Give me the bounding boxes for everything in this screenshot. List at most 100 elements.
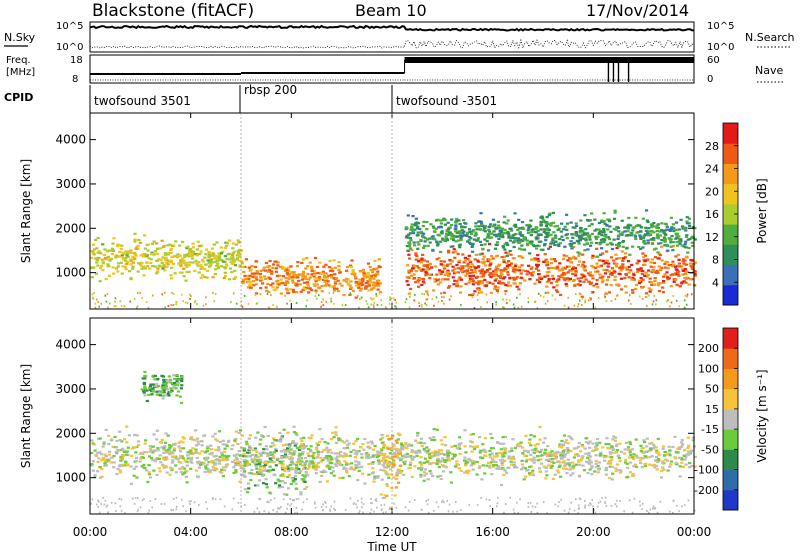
power-cell bbox=[463, 256, 467, 259]
power-cell bbox=[310, 269, 314, 273]
power-ground-cell bbox=[603, 294, 606, 297]
velocity-cell bbox=[404, 443, 408, 446]
power-cell bbox=[468, 259, 472, 262]
velocity-ground-cell bbox=[516, 501, 518, 504]
velocity-cell bbox=[221, 474, 226, 478]
power-cell bbox=[292, 290, 296, 294]
velocity-ground-cell bbox=[322, 509, 324, 512]
power-cell bbox=[316, 271, 320, 275]
power-cell bbox=[441, 264, 446, 267]
velocity-cell bbox=[375, 450, 380, 453]
power-cell bbox=[584, 237, 588, 240]
velocity-cell bbox=[554, 456, 559, 459]
power-ground-cell bbox=[427, 293, 429, 296]
velocity-cell bbox=[419, 456, 423, 459]
velocity-cell bbox=[387, 476, 391, 479]
velocity-cell bbox=[329, 456, 333, 459]
power-cell bbox=[488, 230, 492, 233]
velocity-cell bbox=[215, 439, 219, 442]
velocity-cell bbox=[490, 473, 494, 476]
velocity-cell bbox=[196, 475, 200, 479]
velocity-cell bbox=[295, 434, 299, 437]
velocity-cell bbox=[380, 441, 384, 444]
power-cell bbox=[414, 253, 418, 257]
velocity-cell bbox=[323, 457, 328, 460]
velocity-ground-cell bbox=[314, 501, 316, 504]
power-cell bbox=[604, 233, 608, 236]
power-cell bbox=[357, 286, 361, 289]
power-cell bbox=[616, 237, 620, 241]
power-cell bbox=[361, 280, 365, 283]
power-cell bbox=[545, 232, 549, 236]
power-cell bbox=[621, 263, 625, 266]
power-cell bbox=[459, 236, 463, 239]
velocity-cell bbox=[585, 460, 589, 463]
power-cell bbox=[551, 274, 555, 277]
velocity-cell bbox=[380, 459, 384, 463]
velocity-cell bbox=[528, 473, 532, 476]
velocity-cell bbox=[152, 469, 156, 472]
power-cell bbox=[435, 258, 439, 261]
velocity-cell bbox=[278, 431, 282, 435]
velocity-cell bbox=[594, 445, 598, 449]
power-cell bbox=[407, 245, 412, 248]
velocity-ground-cell bbox=[355, 503, 357, 506]
velocity-ground-cell bbox=[172, 497, 175, 500]
power-ground-cell bbox=[641, 297, 644, 300]
velocity-cell bbox=[513, 446, 518, 449]
power-cell bbox=[416, 281, 420, 284]
power-cell bbox=[228, 252, 232, 255]
power-cell bbox=[597, 221, 602, 225]
power-cell bbox=[604, 283, 609, 286]
power-cell bbox=[306, 272, 310, 276]
velocity-cell bbox=[456, 463, 460, 466]
power-cell bbox=[506, 270, 510, 274]
velocity-cell bbox=[604, 466, 609, 469]
power-cell bbox=[428, 276, 432, 280]
power-cell bbox=[621, 259, 625, 263]
power-cell bbox=[605, 224, 609, 227]
power-cell bbox=[632, 274, 636, 277]
power-cell bbox=[327, 274, 331, 277]
power-cell bbox=[663, 233, 668, 236]
power-cell bbox=[545, 235, 549, 239]
velocity-cell bbox=[587, 454, 591, 457]
velocity-cell bbox=[543, 451, 547, 455]
velocity-cell bbox=[294, 487, 298, 490]
power-cell bbox=[295, 276, 300, 279]
power-cell bbox=[168, 243, 172, 246]
power-cell bbox=[632, 278, 636, 281]
power-cell bbox=[376, 282, 380, 285]
velocity-ground-cell bbox=[273, 497, 276, 500]
power-cell bbox=[685, 220, 689, 223]
velocity-cell bbox=[211, 465, 215, 469]
velocity-cell bbox=[151, 390, 155, 393]
power-cell bbox=[688, 278, 693, 281]
power-cell bbox=[477, 283, 481, 286]
velocity-cell bbox=[297, 448, 302, 452]
power-cell bbox=[170, 261, 174, 264]
velocity-cell bbox=[162, 380, 166, 383]
velocity-ground-cell bbox=[100, 502, 102, 505]
velocity-cell bbox=[446, 455, 450, 459]
power-cell bbox=[507, 232, 511, 235]
velocity-cell bbox=[333, 452, 338, 455]
power-ground-cell bbox=[212, 291, 214, 294]
power-cell bbox=[564, 282, 568, 286]
velocity-ground-cell bbox=[495, 505, 498, 508]
power-cell bbox=[501, 236, 505, 239]
power-cell bbox=[448, 262, 453, 265]
power-cell bbox=[313, 284, 317, 287]
velocity-cell bbox=[538, 470, 542, 474]
velocity-cell bbox=[357, 463, 361, 466]
velocity-cell bbox=[446, 454, 450, 457]
velocity-cell bbox=[265, 462, 269, 465]
power-cell bbox=[671, 249, 675, 252]
velocity-cell bbox=[196, 443, 200, 446]
power-cell bbox=[542, 219, 546, 222]
power-cell bbox=[352, 273, 357, 277]
velocity-cell bbox=[111, 445, 115, 448]
velocity-cell bbox=[629, 461, 633, 464]
power-cell bbox=[677, 235, 681, 238]
